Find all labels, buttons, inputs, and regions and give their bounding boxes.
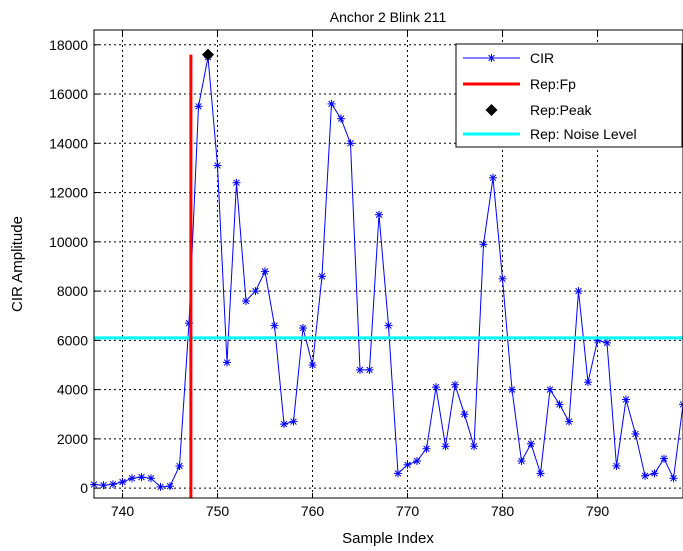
cir-point: [489, 173, 497, 182]
x-tick-label: 750: [206, 503, 230, 519]
x-tick-label: 760: [301, 503, 325, 519]
cir-point: [299, 324, 307, 333]
cir-point: [555, 400, 564, 409]
cir-point: [546, 385, 554, 394]
cir-point: [346, 139, 355, 148]
cir-point: [384, 321, 393, 330]
x-tick-label: 770: [396, 503, 420, 519]
cir-point: [270, 321, 279, 330]
legend-label-rep-noise-level: Rep: Noise Level: [530, 126, 637, 142]
cir-point: [403, 460, 412, 469]
legend-marker-cir: [487, 54, 496, 62]
cir-point: [669, 474, 678, 483]
cir-point: [536, 469, 545, 478]
legend-item-rep-noise-level: Rep: Noise Level: [463, 126, 637, 142]
cir-point: [375, 210, 383, 219]
plot-frame: [93, 29, 683, 499]
cir-point: [213, 161, 222, 170]
cir-point: [156, 482, 165, 491]
cir-point: [394, 469, 402, 478]
cir-point: [660, 454, 668, 463]
cir-point: [232, 178, 241, 187]
cir-point: [622, 395, 630, 404]
y-axis-label: CIR Amplitude: [9, 216, 26, 312]
cir-point: [308, 360, 317, 369]
grid: [94, 30, 683, 498]
peak-marker: [202, 48, 214, 61]
legend-label-rep-fp: Rep:Fp: [530, 76, 576, 92]
y-tick-label: 2000: [57, 431, 88, 447]
y-tick-label: 14000: [49, 135, 88, 151]
cir-point: [631, 429, 640, 438]
cir-point: [460, 410, 469, 419]
legend-item-rep-fp: Rep:Fp: [463, 76, 576, 92]
cir-point: [612, 461, 621, 470]
cir-point: [565, 417, 573, 426]
cir-point: [337, 114, 345, 123]
x-tick-label: 780: [491, 503, 515, 519]
cir-point: [242, 296, 250, 305]
cir-point: [413, 457, 421, 466]
x-tick-label: 790: [586, 503, 610, 519]
cir-point: [527, 439, 535, 448]
cir-point: [432, 383, 440, 392]
cir-point: [679, 400, 683, 409]
cir-point: [166, 482, 174, 491]
cir-point: [261, 267, 269, 276]
cir-point: [109, 480, 117, 489]
legend-item-rep-peak: Rep:Peak: [485, 102, 592, 118]
cir-point: [280, 420, 288, 429]
cir-point: [479, 240, 488, 249]
cir-point: [441, 442, 450, 451]
cir-point: [451, 380, 459, 389]
cir-point: [508, 385, 516, 394]
y-tick-label: 10000: [49, 234, 88, 250]
y-tick-label: 12000: [49, 185, 88, 201]
cir-point: [327, 99, 336, 108]
cir-point: [118, 477, 127, 486]
legend-label-cir: CIR: [530, 50, 554, 66]
cir-point: [517, 457, 526, 466]
cir-point: [194, 102, 203, 111]
cir-point: [422, 444, 431, 453]
legend-label-rep-peak: Rep:Peak: [530, 102, 592, 118]
legend-item-cir: CIR: [463, 50, 554, 66]
y-tick-label: 8000: [57, 283, 88, 299]
x-axis-label: Sample Index: [342, 530, 434, 547]
cir-point: [99, 481, 108, 490]
x-tick-label: 740: [111, 503, 135, 519]
cir-point: [356, 365, 364, 374]
cir-point: [251, 287, 260, 296]
series-layer: [90, 48, 683, 498]
legend-marker-rep-peak: [485, 104, 498, 116]
legend-box: [455, 43, 683, 148]
cir-point: [318, 272, 326, 281]
cir-point: [137, 473, 146, 482]
y-tick-label: 18000: [49, 37, 88, 53]
cir-point: [574, 287, 583, 296]
cir-point: [498, 274, 507, 283]
cir-point: [365, 365, 374, 374]
cir-point: [289, 417, 298, 426]
cir-point: [223, 358, 231, 367]
y-tick-label: 6000: [57, 332, 88, 348]
y-tick-label: 0: [80, 480, 88, 496]
legend: CIR Rep:Fp Rep:Peak Rep: Noise Level: [455, 43, 683, 148]
axis-ticks: 740 750 760 770 780 790 0 2000 4000 6000 8000 10000…: [49, 30, 609, 519]
cir-point: [147, 474, 155, 483]
cir-point: [470, 442, 478, 451]
cir-point: [650, 469, 659, 478]
chart-title: Anchor 2 Blink 211: [330, 9, 447, 25]
y-tick-label: 16000: [49, 86, 88, 102]
cir-point: [584, 378, 592, 387]
cir-point: [603, 338, 611, 347]
cir-point: [128, 474, 136, 483]
cir-point: [175, 461, 184, 470]
y-tick-label: 4000: [57, 382, 88, 398]
cir-point: [641, 471, 649, 480]
